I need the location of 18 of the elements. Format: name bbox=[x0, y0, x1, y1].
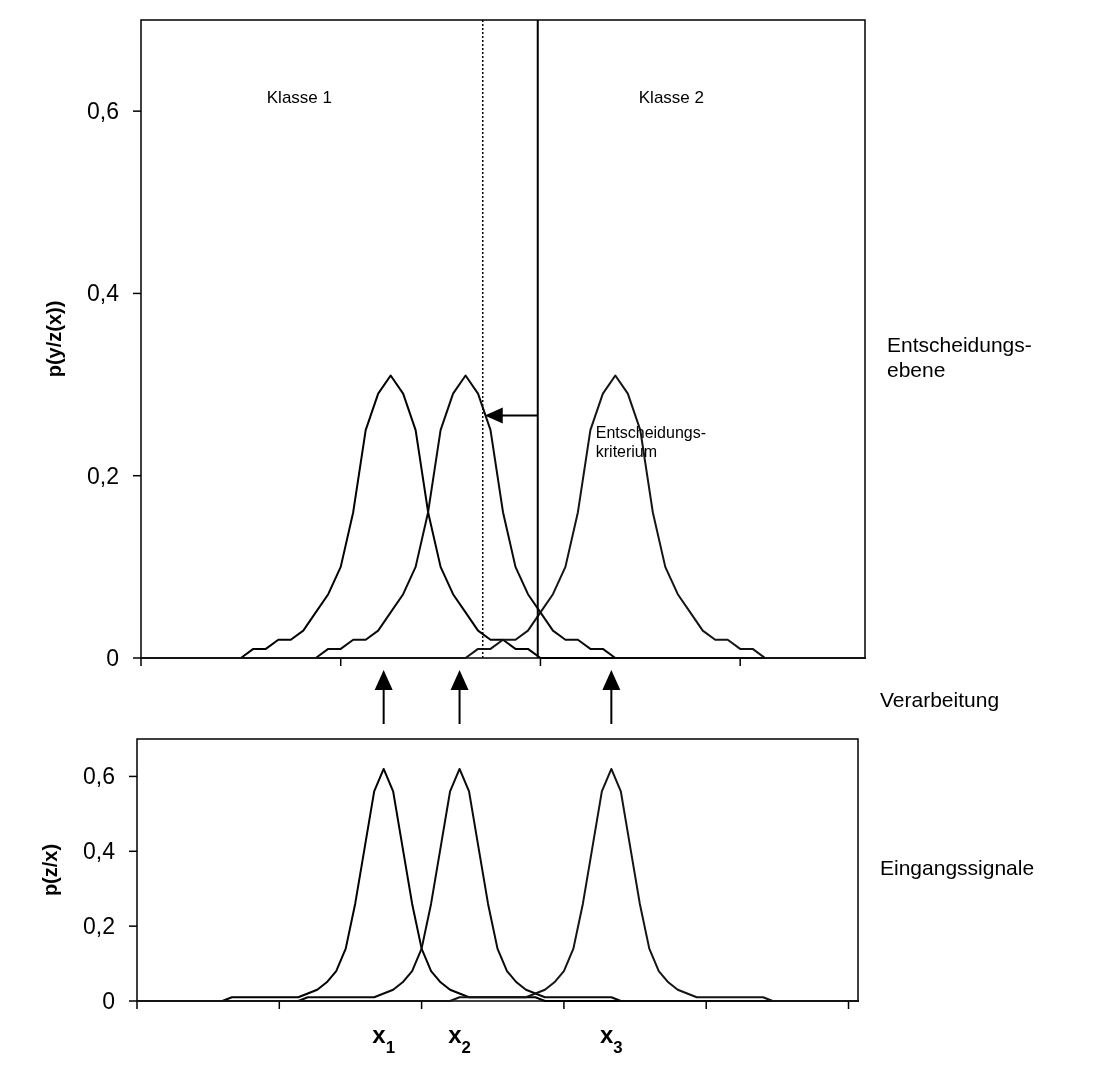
y-tick-label: 0,6 bbox=[83, 763, 115, 790]
annotation: Klasse 1 bbox=[266, 87, 332, 107]
y-tick-label: 0,2 bbox=[87, 462, 119, 489]
text: Entscheidungs- ebene bbox=[887, 332, 1032, 381]
y-tick-label: 0,4 bbox=[83, 838, 116, 865]
y-tick-label: 0 bbox=[102, 988, 115, 1014]
y-tick-label: 0,6 bbox=[87, 98, 119, 125]
x-tick-label: x$_{2}$ bbox=[448, 1021, 471, 1057]
y-tick-label: 0,4 bbox=[87, 280, 120, 307]
text: Verarbeitung bbox=[880, 688, 1000, 711]
x-tick-label: x$_{1}$ bbox=[372, 1021, 396, 1057]
annotation: Klasse 2 bbox=[638, 87, 704, 107]
x-tick-label: x$_{3}$ bbox=[599, 1021, 623, 1057]
y-axis-title: p(z/x) bbox=[39, 843, 61, 897]
y-tick-label: 0,2 bbox=[83, 913, 115, 940]
y-tick-label: 0 bbox=[106, 645, 119, 671]
text: Eingangssignale bbox=[880, 856, 1035, 880]
y-axis-title: p(y/z(x)) bbox=[43, 300, 65, 378]
